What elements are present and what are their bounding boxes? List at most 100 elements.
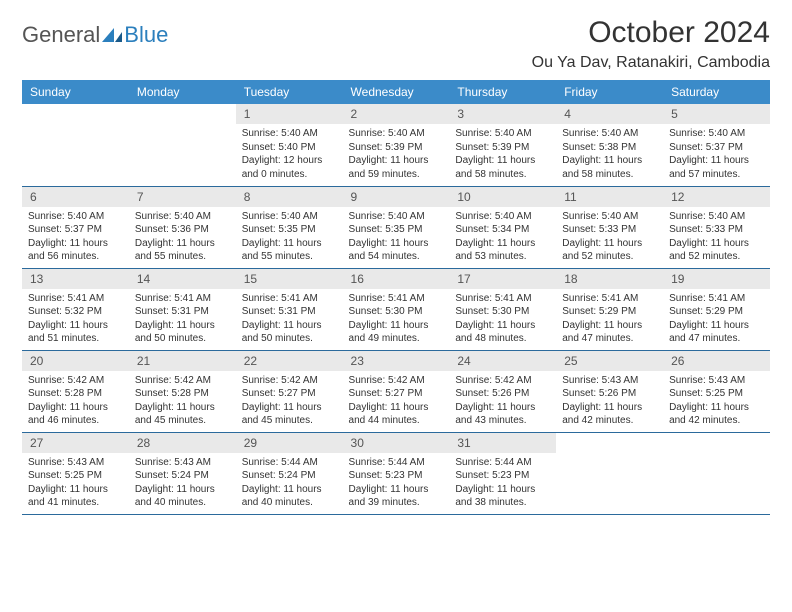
calendar-cell: 12Sunrise: 5:40 AMSunset: 5:33 PMDayligh… [663,186,770,268]
daylight-text: Daylight: 11 hours and 42 minutes. [669,401,764,428]
sunset-text: Sunset: 5:25 PM [669,387,764,401]
calendar-cell: 6Sunrise: 5:40 AMSunset: 5:37 PMDaylight… [22,186,129,268]
title-block: October 2024 Ou Ya Dav, Ratanakiri, Camb… [532,16,770,72]
location-text: Ou Ya Dav, Ratanakiri, Cambodia [532,54,770,72]
daylight-text: Daylight: 11 hours and 40 minutes. [135,483,230,510]
daylight-text: Daylight: 11 hours and 42 minutes. [562,401,657,428]
sunset-text: Sunset: 5:30 PM [349,305,444,319]
sunrise-text: Sunrise: 5:42 AM [455,374,550,388]
calendar-cell: 18Sunrise: 5:41 AMSunset: 5:29 PMDayligh… [556,268,663,350]
month-title: October 2024 [532,16,770,50]
sunrise-text: Sunrise: 5:40 AM [28,210,123,224]
day-content: Sunrise: 5:40 AMSunset: 5:37 PMDaylight:… [663,124,770,184]
day-content: Sunrise: 5:44 AMSunset: 5:24 PMDaylight:… [236,453,343,513]
calendar-cell: 8Sunrise: 5:40 AMSunset: 5:35 PMDaylight… [236,186,343,268]
daylight-text: Daylight: 11 hours and 41 minutes. [28,483,123,510]
daylight-text: Daylight: 11 hours and 57 minutes. [669,154,764,181]
day-content: Sunrise: 5:43 AMSunset: 5:25 PMDaylight:… [22,453,129,513]
daylight-text: Daylight: 11 hours and 40 minutes. [242,483,337,510]
sunset-text: Sunset: 5:28 PM [135,387,230,401]
day-number: 26 [663,351,770,371]
day-header: Sunday [22,80,129,104]
sunset-text: Sunset: 5:35 PM [349,223,444,237]
calendar-cell: 13Sunrise: 5:41 AMSunset: 5:32 PMDayligh… [22,268,129,350]
sunset-text: Sunset: 5:37 PM [28,223,123,237]
sunset-text: Sunset: 5:26 PM [455,387,550,401]
day-number: 14 [129,269,236,289]
calendar-cell: 7Sunrise: 5:40 AMSunset: 5:36 PMDaylight… [129,186,236,268]
calendar-cell: 25 Sunrise: 5:43 AMSunset: 5:26 PMDayligh… [556,350,663,432]
calendar-cell: 5Sunrise: 5:40 AMSunset: 5:37 PMDaylight… [663,104,770,186]
calendar-cell: 2Sunrise: 5:40 AMSunset: 5:39 PMDaylight… [343,104,450,186]
calendar-cell: 30Sunrise: 5:44 AMSunset: 5:23 PMDayligh… [343,432,450,514]
daylight-text: Daylight: 11 hours and 47 minutes. [669,319,764,346]
sunset-text: Sunset: 5:38 PM [562,141,657,155]
daylight-text: Daylight: 11 hours and 50 minutes. [135,319,230,346]
calendar-cell: 17Sunrise: 5:41 AMSunset: 5:30 PMDayligh… [449,268,556,350]
day-number: 30 [343,433,450,453]
calendar-cell: 10Sunrise: 5:40 AMSunset: 5:34 PMDayligh… [449,186,556,268]
day-content: Sunrise: 5:44 AMSunset: 5:23 PMDaylight:… [343,453,450,513]
day-content: Sunrise: 5:42 AMSunset: 5:27 PMDaylight:… [236,371,343,431]
sunset-text: Sunset: 5:31 PM [242,305,337,319]
day-content: Sunrise: 5:40 AMSunset: 5:36 PMDaylight:… [129,207,236,267]
sunrise-text: Sunrise: 5:41 AM [669,292,764,306]
day-content: Sunrise: 5:41 AMSunset: 5:31 PMDaylight:… [129,289,236,349]
sunrise-text: Sunrise: 5:40 AM [562,210,657,224]
calendar-cell: 20Sunrise: 5:42 AMSunset: 5:28 PMDayligh… [22,350,129,432]
daylight-text: Daylight: 11 hours and 49 minutes. [349,319,444,346]
day-number: 28 [129,433,236,453]
sunset-text: Sunset: 5:27 PM [242,387,337,401]
daylight-text: Daylight: 11 hours and 53 minutes. [455,237,550,264]
day-number: 31 [449,433,556,453]
sunrise-text: Sunrise: 5:40 AM [455,210,550,224]
sunset-text: Sunset: 5:29 PM [669,305,764,319]
sunrise-text: Sunrise: 5:42 AM [28,374,123,388]
sunrise-text: Sunrise: 5:44 AM [242,456,337,470]
day-content: Sunrise: 5:40 AMSunset: 5:39 PMDaylight:… [343,124,450,184]
sunset-text: Sunset: 5:26 PM [562,387,657,401]
day-content: Sunrise: 5:41 AMSunset: 5:29 PMDaylight:… [556,289,663,349]
calendar-week-row: 20Sunrise: 5:42 AMSunset: 5:28 PMDayligh… [22,350,770,432]
sunrise-text: Sunrise: 5:40 AM [455,127,550,141]
sunrise-text: Sunrise: 5:40 AM [669,127,764,141]
day-content: Sunrise: 5:41 AMSunset: 5:31 PMDaylight:… [236,289,343,349]
calendar-head: SundayMondayTuesdayWednesdayThursdayFrid… [22,80,770,104]
sunrise-text: Sunrise: 5:43 AM [28,456,123,470]
day-header: Friday [556,80,663,104]
sunrise-text: Sunrise: 5:43 AM [669,374,764,388]
day-header: Tuesday [236,80,343,104]
daylight-text: Daylight: 11 hours and 39 minutes. [349,483,444,510]
daylight-text: Daylight: 11 hours and 50 minutes. [242,319,337,346]
daylight-text: Daylight: 11 hours and 54 minutes. [349,237,444,264]
daylight-text: Daylight: 11 hours and 46 minutes. [28,401,123,428]
sunset-text: Sunset: 5:24 PM [242,469,337,483]
page-header: General Blue October 2024 Ou Ya Dav, Rat… [22,16,770,72]
sunrise-text: Sunrise: 5:41 AM [28,292,123,306]
calendar-cell: 21Sunrise: 5:42 AMSunset: 5:28 PMDayligh… [129,350,236,432]
sunset-text: Sunset: 5:32 PM [28,305,123,319]
day-number: 10 [449,187,556,207]
calendar-week-row: 13Sunrise: 5:41 AMSunset: 5:32 PMDayligh… [22,268,770,350]
sunrise-text: Sunrise: 5:43 AM [562,374,657,388]
sunset-text: Sunset: 5:33 PM [669,223,764,237]
day-number: 16 [343,269,450,289]
calendar-cell: 9Sunrise: 5:40 AMSunset: 5:35 PMDaylight… [343,186,450,268]
day-content: Sunrise: 5:40 AMSunset: 5:35 PMDaylight:… [236,207,343,267]
calendar-cell: 11Sunrise: 5:40 AMSunset: 5:33 PMDayligh… [556,186,663,268]
day-number: 25 [556,351,663,371]
calendar-cell [663,432,770,514]
sunset-text: Sunset: 5:23 PM [455,469,550,483]
daylight-text: Daylight: 11 hours and 55 minutes. [242,237,337,264]
day-number: 21 [129,351,236,371]
daylight-text: Daylight: 11 hours and 45 minutes. [135,401,230,428]
day-number: 13 [22,269,129,289]
day-content: Sunrise: 5:40 AMSunset: 5:37 PMDaylight:… [22,207,129,267]
sunset-text: Sunset: 5:33 PM [562,223,657,237]
day-content: Sunrise: 5:44 AMSunset: 5:23 PMDaylight:… [449,453,556,513]
daylight-text: Daylight: 11 hours and 56 minutes. [28,237,123,264]
calendar-week-row: 6Sunrise: 5:40 AMSunset: 5:37 PMDaylight… [22,186,770,268]
calendar-cell: 22Sunrise: 5:42 AMSunset: 5:27 PMDayligh… [236,350,343,432]
calendar-week-row: 27Sunrise: 5:43 AMSunset: 5:25 PMDayligh… [22,432,770,514]
sunset-text: Sunset: 5:39 PM [349,141,444,155]
